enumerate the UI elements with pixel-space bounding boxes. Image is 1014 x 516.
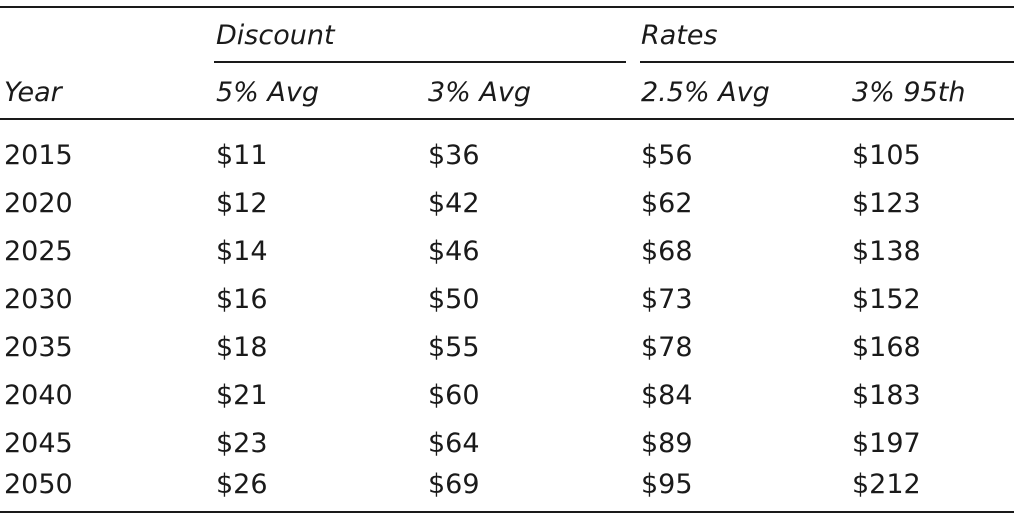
cell-3pct-avg: $69 [428, 469, 480, 500]
cell-3pct-95th: $138 [852, 236, 921, 267]
column-header-year: Year [4, 77, 62, 108]
cell-3pct-95th: $152 [852, 284, 921, 315]
cell-year: 2040 [4, 380, 73, 411]
cell-5pct-avg: $23 [216, 428, 268, 459]
cell-3pct-avg: $36 [428, 140, 480, 171]
cell-year: 2045 [4, 428, 73, 459]
group-underline-right [640, 61, 1014, 63]
column-header-3pct-95th: 3% 95th [852, 77, 966, 108]
cell-5pct-avg: $11 [216, 140, 268, 171]
cell-5pct-avg: $21 [216, 380, 268, 411]
cell-3pct-avg: $55 [428, 332, 480, 363]
cell-5pct-avg: $18 [216, 332, 268, 363]
cell-3pct-95th: $123 [852, 188, 921, 219]
top-rule [0, 6, 1014, 8]
cell-3pct-95th: $105 [852, 140, 921, 171]
header-rule [0, 118, 1014, 120]
cell-2-5pct-avg: $78 [641, 332, 693, 363]
column-header-3pct-avg: 3% Avg [428, 77, 532, 108]
cell-year: 2020 [4, 188, 73, 219]
cell-2-5pct-avg: $73 [641, 284, 693, 315]
cell-year: 2050 [4, 469, 73, 500]
cell-year: 2015 [4, 140, 73, 171]
group-header-rates: Rates [641, 20, 718, 51]
cell-3pct-95th: $168 [852, 332, 921, 363]
column-header-2-5pct-avg: 2.5% Avg [641, 77, 770, 108]
cell-3pct-avg: $64 [428, 428, 480, 459]
cell-year: 2035 [4, 332, 73, 363]
cell-3pct-95th: $197 [852, 428, 921, 459]
bottom-rule [0, 511, 1014, 513]
cell-5pct-avg: $14 [216, 236, 268, 267]
cell-year: 2030 [4, 284, 73, 315]
cell-2-5pct-avg: $56 [641, 140, 693, 171]
group-underline-left [214, 61, 626, 63]
cell-2-5pct-avg: $84 [641, 380, 693, 411]
cell-5pct-avg: $16 [216, 284, 268, 315]
cell-2-5pct-avg: $89 [641, 428, 693, 459]
cell-2-5pct-avg: $62 [641, 188, 693, 219]
cell-3pct-avg: $46 [428, 236, 480, 267]
group-header-discount: Discount [216, 20, 335, 51]
cell-5pct-avg: $12 [216, 188, 268, 219]
cell-3pct-95th: $212 [852, 469, 921, 500]
cell-5pct-avg: $26 [216, 469, 268, 500]
cell-3pct-95th: $183 [852, 380, 921, 411]
cell-3pct-avg: $42 [428, 188, 480, 219]
cell-year: 2025 [4, 236, 73, 267]
cell-2-5pct-avg: $68 [641, 236, 693, 267]
cell-3pct-avg: $60 [428, 380, 480, 411]
column-header-5pct-avg: 5% Avg [216, 77, 320, 108]
cell-2-5pct-avg: $95 [641, 469, 693, 500]
cell-3pct-avg: $50 [428, 284, 480, 315]
